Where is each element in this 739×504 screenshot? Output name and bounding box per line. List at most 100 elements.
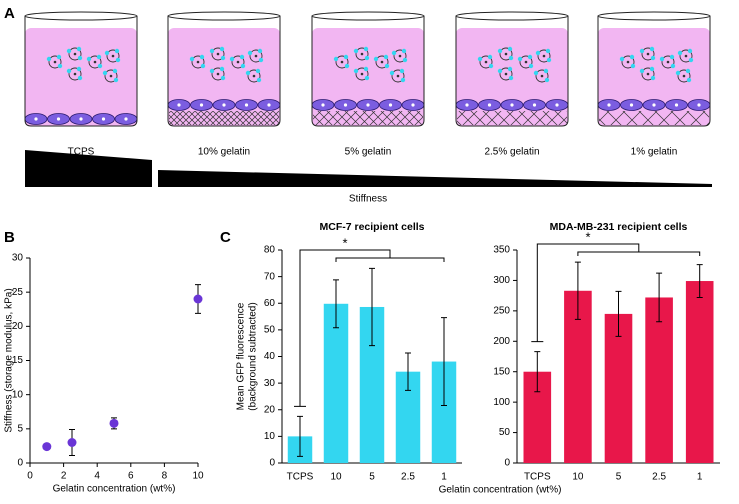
- nucleus: [682, 74, 686, 78]
- well: [311, 11, 425, 127]
- floating-cell: [375, 55, 389, 69]
- vesicle: [257, 48, 263, 54]
- x-tick-label: 10: [192, 471, 204, 482]
- point: [42, 442, 52, 452]
- vesicle: [389, 70, 395, 76]
- y-tick-label: 200: [493, 336, 510, 347]
- vesicle: [507, 46, 513, 52]
- vesicle: [353, 48, 359, 54]
- vesicle: [649, 46, 655, 52]
- floating-cell: [211, 67, 225, 81]
- vesicle: [56, 54, 62, 60]
- y-tick-label: 0: [17, 458, 23, 469]
- nucleus: [321, 103, 325, 107]
- nucleus: [380, 60, 384, 64]
- well-rim: [24, 11, 138, 21]
- chart-title: MDA-MB-231 recipient cells: [550, 221, 688, 233]
- vesicle: [497, 48, 503, 54]
- y-tick-label: 15: [12, 355, 24, 366]
- y-tick-label: 150: [493, 366, 510, 377]
- nucleus: [199, 103, 204, 107]
- y-tick-label: 0: [269, 458, 275, 469]
- well-label: TCPS: [68, 147, 95, 158]
- point-group: [109, 418, 119, 428]
- nucleus: [254, 54, 258, 58]
- floating-cell: [355, 47, 369, 61]
- gelatin: [313, 111, 423, 125]
- nucleus: [93, 60, 97, 64]
- well-rim: [455, 11, 569, 21]
- nucleus: [343, 103, 348, 107]
- point-group: [42, 442, 52, 452]
- nucleus: [388, 103, 393, 107]
- vesicle: [543, 68, 549, 74]
- nucleus: [252, 74, 256, 78]
- vesicle: [247, 50, 253, 56]
- floating-cell: [641, 67, 655, 81]
- vesicle: [229, 56, 235, 62]
- well-wall: [597, 16, 711, 127]
- vesicle: [686, 77, 692, 83]
- vesicle: [220, 75, 226, 81]
- error-bar: [534, 351, 541, 393]
- vesicle: [687, 48, 693, 54]
- well-wall: [24, 16, 138, 127]
- floating-cell: [68, 47, 82, 61]
- floating-cell: [355, 67, 369, 81]
- vesicle: [477, 56, 483, 62]
- point: [67, 438, 77, 447]
- vesicle: [209, 68, 215, 74]
- bar: [323, 303, 349, 463]
- well-wall: [455, 16, 569, 127]
- vesicle: [96, 54, 102, 60]
- nucleus: [674, 103, 679, 107]
- nucleus: [542, 54, 546, 58]
- vesicle: [507, 66, 513, 72]
- vesicle: [363, 46, 369, 52]
- y-tick-label: 5: [17, 423, 23, 434]
- floating-cell: [479, 55, 493, 69]
- vesicle: [528, 63, 534, 69]
- nucleus: [607, 103, 611, 107]
- vesicle: [533, 70, 539, 76]
- floating-cell: [104, 69, 118, 83]
- nucleus: [222, 103, 226, 107]
- well-label: 2.5% gelatin: [484, 147, 539, 158]
- nucleus: [555, 103, 559, 107]
- x-axis-label: Gelatin concentration (wt%): [439, 485, 562, 496]
- panel-label: A: [4, 5, 15, 22]
- floating-cell: [519, 55, 533, 69]
- vesicle: [199, 54, 205, 60]
- bar: [685, 281, 714, 463]
- well-label: 10% gelatin: [198, 147, 250, 158]
- y-tick-label: 50: [264, 325, 276, 336]
- y-tick-label: 100: [493, 397, 510, 408]
- stiffness-wedge: [25, 150, 152, 187]
- well: [24, 11, 138, 127]
- floating-cell: [335, 55, 349, 69]
- vesicle: [189, 56, 195, 62]
- nucleus: [360, 52, 364, 56]
- nucleus: [504, 72, 508, 76]
- vesicle: [545, 48, 551, 54]
- panel-label: C: [220, 229, 231, 246]
- well-rim: [597, 11, 711, 21]
- x-tick-label: 10: [330, 472, 342, 483]
- x-tick-label: 8: [162, 471, 168, 482]
- chart-title: MCF-7 recipient cells: [319, 221, 424, 233]
- vesicle: [220, 55, 226, 61]
- well: [167, 11, 281, 127]
- vesicle: [245, 70, 251, 76]
- nucleus: [487, 103, 492, 107]
- x-tick-label: 10: [572, 472, 584, 483]
- vesicle: [402, 57, 408, 63]
- vesicle: [333, 56, 339, 62]
- vesicle: [219, 66, 225, 72]
- nucleus: [366, 103, 370, 107]
- nucleus: [666, 60, 670, 64]
- nucleus: [398, 54, 402, 58]
- vesicle: [546, 57, 552, 63]
- well: [597, 11, 711, 127]
- vesicle: [200, 63, 206, 69]
